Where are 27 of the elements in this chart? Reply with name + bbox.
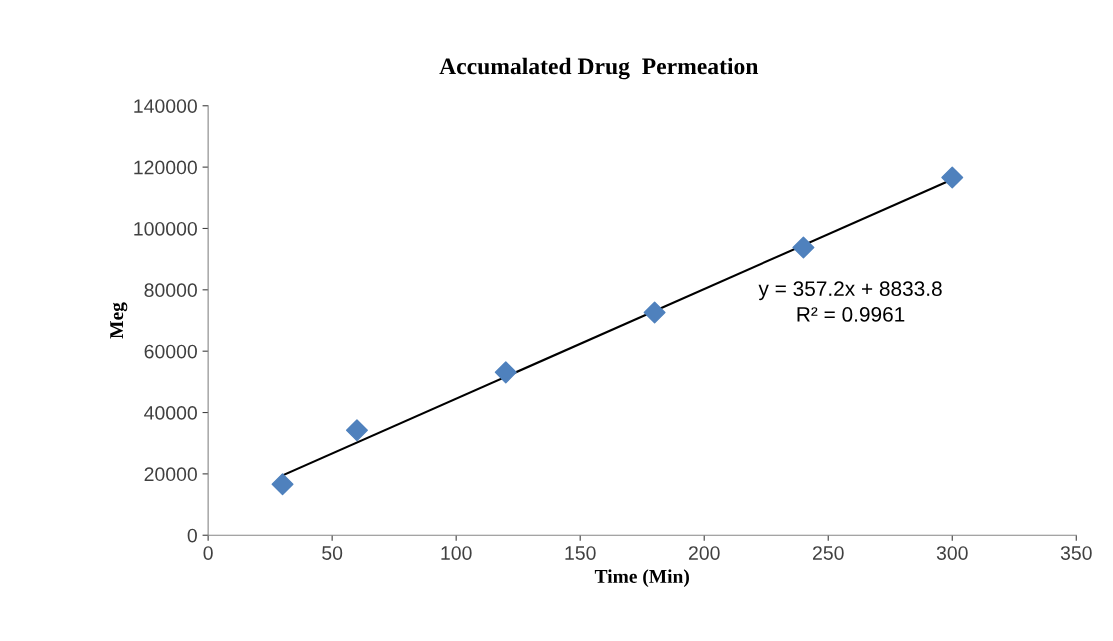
point [494, 361, 517, 384]
point [345, 419, 368, 442]
y-tick-label: 20000 [144, 467, 197, 482]
y-axis-title: Meg [110, 302, 128, 339]
x-tick-label: 150 [565, 546, 596, 560]
y-tick-label: 60000 [144, 344, 197, 359]
x-tick-label: 100 [441, 546, 472, 560]
x-tick-label: 0 [203, 546, 213, 560]
point [271, 473, 294, 496]
y-tick-label: 80000 [144, 283, 197, 298]
y-tick-label: 40000 [144, 406, 197, 420]
x-tick-label: 300 [936, 546, 968, 560]
point [792, 236, 815, 259]
x-tick-label: 50 [322, 546, 343, 560]
y-tick-label: 100000 [134, 221, 197, 236]
point [941, 166, 964, 189]
y-tick-label: 140000 [134, 99, 197, 113]
y-tick-label: 0 [187, 528, 197, 543]
x-axis-title: Time (Min) [594, 569, 689, 587]
x-tick-label: 250 [812, 546, 844, 560]
chart-title: Accumalated Drug Permeation [439, 57, 759, 80]
point [643, 301, 666, 324]
annotation: R² = 0.9961 [797, 307, 905, 322]
x-tick-label: 200 [688, 546, 720, 560]
y-tick-label: 120000 [134, 160, 197, 175]
annotation: y = 357.2x + 8833.8 [758, 281, 942, 301]
x-tick-label: 350 [1060, 546, 1092, 560]
